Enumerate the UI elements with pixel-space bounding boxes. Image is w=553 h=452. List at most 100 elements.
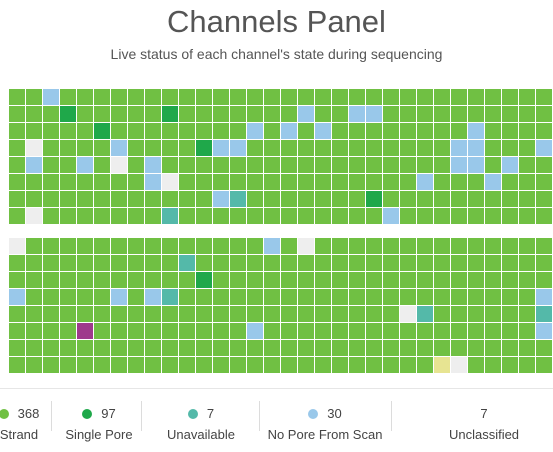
channel-cell-no-pore[interactable] bbox=[213, 191, 229, 207]
channel-cell-strand[interactable] bbox=[196, 340, 212, 356]
channel-cell-no-pore[interactable] bbox=[264, 238, 280, 254]
channel-cell-strand[interactable] bbox=[502, 191, 518, 207]
channel-cell-strand[interactable] bbox=[145, 106, 161, 122]
channel-cell-strand[interactable] bbox=[43, 208, 59, 224]
channel-cell-no-pore[interactable] bbox=[536, 323, 552, 339]
channel-cell-strand[interactable] bbox=[451, 123, 467, 139]
channel-cell-strand[interactable] bbox=[43, 123, 59, 139]
channel-cell-strand[interactable] bbox=[519, 289, 535, 305]
channel-cell-strand[interactable] bbox=[145, 191, 161, 207]
channel-cell-strand[interactable] bbox=[230, 157, 246, 173]
channel-cell-strand[interactable] bbox=[77, 255, 93, 271]
channel-cell-strand[interactable] bbox=[417, 323, 433, 339]
channel-cell-no-pore[interactable] bbox=[502, 157, 518, 173]
channel-cell-strand[interactable] bbox=[434, 140, 450, 156]
channel-cell-strand[interactable] bbox=[417, 208, 433, 224]
channel-cell-strand[interactable] bbox=[145, 306, 161, 322]
channel-cell-strand[interactable] bbox=[366, 323, 382, 339]
channel-cell-strand[interactable] bbox=[349, 157, 365, 173]
channel-cell-strand[interactable] bbox=[230, 340, 246, 356]
channel-cell-strand[interactable] bbox=[332, 340, 348, 356]
channel-cell-strand[interactable] bbox=[451, 89, 467, 105]
channel-cell-strand[interactable] bbox=[349, 357, 365, 373]
channel-cell-strand[interactable] bbox=[502, 255, 518, 271]
channel-cell-strand[interactable] bbox=[434, 289, 450, 305]
channel-cell-strand[interactable] bbox=[502, 106, 518, 122]
channel-cell-strand[interactable] bbox=[349, 123, 365, 139]
channel-cell-strand[interactable] bbox=[179, 89, 195, 105]
channel-cell-strand[interactable] bbox=[128, 140, 144, 156]
channel-cell-strand[interactable] bbox=[298, 255, 314, 271]
channel-cell-strand[interactable] bbox=[502, 357, 518, 373]
channel-cell-strand[interactable] bbox=[502, 272, 518, 288]
channel-cell-strand[interactable] bbox=[315, 157, 331, 173]
channel-cell-strand[interactable] bbox=[298, 191, 314, 207]
channel-cell-strand[interactable] bbox=[60, 340, 76, 356]
channel-cell-strand[interactable] bbox=[230, 174, 246, 190]
channel-cell-strand[interactable] bbox=[315, 289, 331, 305]
channel-cell-strand[interactable] bbox=[519, 106, 535, 122]
channel-cell-strand[interactable] bbox=[383, 140, 399, 156]
channel-cell-no-pore[interactable] bbox=[468, 157, 484, 173]
channel-cell-strand[interactable] bbox=[264, 340, 280, 356]
channel-cell-strand[interactable] bbox=[213, 208, 229, 224]
channel-cell-strand[interactable] bbox=[26, 238, 42, 254]
channel-cell-unavailable[interactable] bbox=[536, 306, 552, 322]
channel-cell-strand[interactable] bbox=[519, 306, 535, 322]
channel-cell-strand[interactable] bbox=[213, 340, 229, 356]
channel-cell-strand[interactable] bbox=[264, 89, 280, 105]
channel-cell-unclassified[interactable] bbox=[298, 238, 314, 254]
channel-cell-strand[interactable] bbox=[519, 323, 535, 339]
channel-cell-strand[interactable] bbox=[179, 123, 195, 139]
channel-cell-strand[interactable] bbox=[128, 272, 144, 288]
channel-cell-strand[interactable] bbox=[417, 238, 433, 254]
channel-cell-strand[interactable] bbox=[60, 238, 76, 254]
channel-cell-strand[interactable] bbox=[298, 140, 314, 156]
channel-cell-strand[interactable] bbox=[77, 106, 93, 122]
channel-cell-strand[interactable] bbox=[264, 157, 280, 173]
channel-cell-strand[interactable] bbox=[230, 106, 246, 122]
channel-cell-no-pore[interactable] bbox=[43, 89, 59, 105]
channel-cell-strand[interactable] bbox=[468, 208, 484, 224]
channel-cell-no-pore[interactable] bbox=[111, 140, 127, 156]
channel-cell-strand[interactable] bbox=[196, 89, 212, 105]
channel-cell-strand[interactable] bbox=[315, 272, 331, 288]
channel-cell-strand[interactable] bbox=[26, 306, 42, 322]
channel-cell-single-pore[interactable] bbox=[196, 272, 212, 288]
channel-cell-strand[interactable] bbox=[417, 106, 433, 122]
channel-cell-strand[interactable] bbox=[349, 289, 365, 305]
channel-cell-strand[interactable] bbox=[485, 208, 501, 224]
channel-cell-strand[interactable] bbox=[196, 357, 212, 373]
channel-cell-strand[interactable] bbox=[77, 272, 93, 288]
channel-cell-strand[interactable] bbox=[502, 238, 518, 254]
channel-cell-strand[interactable] bbox=[60, 323, 76, 339]
channel-cell-strand[interactable] bbox=[536, 174, 552, 190]
channel-cell-strand[interactable] bbox=[485, 89, 501, 105]
channel-cell-strand[interactable] bbox=[247, 255, 263, 271]
channel-cell-strand[interactable] bbox=[383, 340, 399, 356]
channel-cell-no-pore[interactable] bbox=[468, 123, 484, 139]
channel-cell-strand[interactable] bbox=[26, 174, 42, 190]
channel-cell-strand[interactable] bbox=[60, 208, 76, 224]
channel-cell-strand[interactable] bbox=[281, 289, 297, 305]
channel-cell-strand[interactable] bbox=[349, 323, 365, 339]
channel-cell-single-pore[interactable] bbox=[162, 106, 178, 122]
channel-cell-strand[interactable] bbox=[145, 238, 161, 254]
channel-cell-strand[interactable] bbox=[451, 106, 467, 122]
channel-cell-no-pore[interactable] bbox=[213, 140, 229, 156]
channel-cell-strand[interactable] bbox=[145, 255, 161, 271]
channel-cell-no-pore[interactable] bbox=[9, 289, 25, 305]
channel-cell-strand[interactable] bbox=[281, 106, 297, 122]
channel-cell-strand[interactable] bbox=[485, 357, 501, 373]
channel-cell-strand[interactable] bbox=[77, 357, 93, 373]
channel-cell-strand[interactable] bbox=[502, 89, 518, 105]
channel-cell-strand[interactable] bbox=[128, 306, 144, 322]
channel-cell-strand[interactable] bbox=[451, 340, 467, 356]
channel-cell-strand[interactable] bbox=[9, 323, 25, 339]
channel-cell-unclassified[interactable] bbox=[400, 306, 416, 322]
channel-cell-strand[interactable] bbox=[111, 208, 127, 224]
channel-cell-strand[interactable] bbox=[536, 89, 552, 105]
channel-cell-strand[interactable] bbox=[264, 357, 280, 373]
channel-cell-strand[interactable] bbox=[145, 357, 161, 373]
channel-cell-strand[interactable] bbox=[111, 106, 127, 122]
